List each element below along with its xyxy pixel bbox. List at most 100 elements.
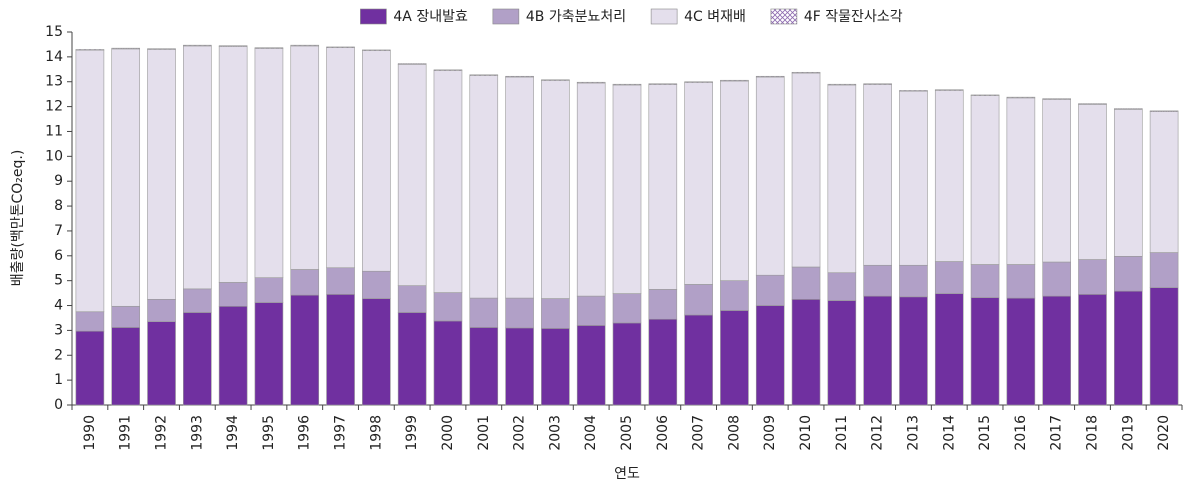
bar-segment xyxy=(1113,290,1143,406)
x-tick-label: 1992 xyxy=(154,415,170,451)
bar-segment xyxy=(970,264,1000,298)
bar-segment xyxy=(576,82,606,297)
bar-segment xyxy=(827,272,857,301)
x-tick-label: 2011 xyxy=(834,415,850,451)
bar-segment xyxy=(970,95,1000,265)
bar-segment xyxy=(397,63,427,65)
bar-segment xyxy=(433,70,463,293)
bar-segment xyxy=(899,264,928,298)
bar-segment xyxy=(469,75,499,299)
bar-segment xyxy=(934,90,964,262)
bar-segment xyxy=(326,46,355,48)
bar-segment xyxy=(254,302,284,406)
bar-segment xyxy=(183,44,212,47)
bar-segment xyxy=(791,266,821,300)
bar-segment xyxy=(684,82,713,285)
y-tick-label: 6 xyxy=(54,248,63,264)
bar-segment xyxy=(648,289,678,320)
bar-segment xyxy=(576,295,606,326)
x-tick-label: 2001 xyxy=(476,415,492,451)
x-tick-label: 2016 xyxy=(1013,415,1029,451)
bar-segment xyxy=(147,321,176,406)
bar-segment xyxy=(183,312,212,406)
bar-segment xyxy=(1006,96,1036,99)
legend-label: 4A 장내발효 xyxy=(393,9,468,25)
bar-segment xyxy=(791,72,821,268)
x-tick-label: 1994 xyxy=(225,415,241,451)
bar-segment xyxy=(648,84,678,290)
bar-segment xyxy=(720,79,749,82)
bar-segment xyxy=(111,305,141,328)
bar-segment xyxy=(1042,261,1071,297)
bar-segment xyxy=(505,76,534,299)
bar-segment xyxy=(218,305,248,406)
x-tick-label: 1991 xyxy=(118,415,134,451)
bar-segment xyxy=(1006,97,1036,265)
bar-segment xyxy=(863,295,892,406)
bar-segment xyxy=(612,83,642,86)
legend-swatch xyxy=(492,8,520,25)
bar-segment xyxy=(827,84,857,274)
bar-segment xyxy=(1149,111,1179,253)
bar-segment xyxy=(75,49,105,51)
bar-segment xyxy=(899,90,928,266)
bar-segment xyxy=(1113,255,1143,292)
bar-segment xyxy=(433,292,463,322)
legend-swatch xyxy=(770,8,798,25)
bar-segment xyxy=(684,284,713,316)
bar-segment xyxy=(218,282,248,307)
bar-segment xyxy=(147,49,176,300)
bar-segment xyxy=(648,83,678,85)
bar-segment xyxy=(1149,110,1179,112)
x-tick-label: 2020 xyxy=(1156,415,1172,451)
bar-segment xyxy=(397,285,427,313)
x-tick-label: 2012 xyxy=(870,415,886,451)
bar-segment xyxy=(183,45,212,290)
x-tick-label: 2002 xyxy=(512,415,528,451)
bar-segment xyxy=(433,69,463,71)
bar-segment xyxy=(720,310,749,406)
bar-segment xyxy=(326,267,355,295)
bar-segment xyxy=(1113,109,1143,257)
x-tick-label: 2014 xyxy=(941,415,957,451)
y-tick-label: 3 xyxy=(54,322,63,338)
bar-segment xyxy=(254,277,284,303)
bar-segment xyxy=(827,83,857,86)
y-tick-label: 2 xyxy=(54,347,63,363)
bar-segment xyxy=(1042,99,1071,263)
y-tick-label: 0 xyxy=(54,397,63,413)
bar-segment xyxy=(362,49,391,51)
y-tick-label: 15 xyxy=(45,24,63,40)
x-tick-label: 2005 xyxy=(619,415,635,451)
bar-segment xyxy=(362,50,391,272)
bar-segment xyxy=(1078,259,1107,295)
x-tick-label: 2003 xyxy=(547,415,563,451)
legend-label: 4C 벼재배 xyxy=(684,9,746,25)
bar-segment xyxy=(254,47,284,49)
bar-segment xyxy=(111,48,141,307)
x-tick-label: 2000 xyxy=(440,415,456,451)
bar-segment xyxy=(111,327,141,406)
legend-label: 4F 작물잔사소각 xyxy=(804,9,903,25)
bar-segment xyxy=(541,79,570,81)
x-tick-label: 2006 xyxy=(655,415,671,451)
bar-segment xyxy=(934,293,964,406)
y-tick-label: 11 xyxy=(45,123,63,139)
y-tick-label: 9 xyxy=(54,173,63,189)
legend-swatch xyxy=(650,8,678,25)
bar-segment xyxy=(397,312,427,406)
bar-segment xyxy=(326,47,355,269)
bar-segment xyxy=(863,83,892,85)
y-axis-title: 배출량(백만톤CO₂eq.) xyxy=(10,150,26,287)
bar-segment xyxy=(290,269,320,296)
x-tick-label: 2004 xyxy=(583,415,599,451)
bar-segment xyxy=(863,84,892,266)
bar-segment xyxy=(505,327,534,406)
bar-segment xyxy=(469,327,499,406)
bar-segment xyxy=(75,49,105,313)
x-tick-label: 1995 xyxy=(261,415,277,451)
bar-segment xyxy=(505,75,534,78)
bar-segment xyxy=(362,298,391,406)
